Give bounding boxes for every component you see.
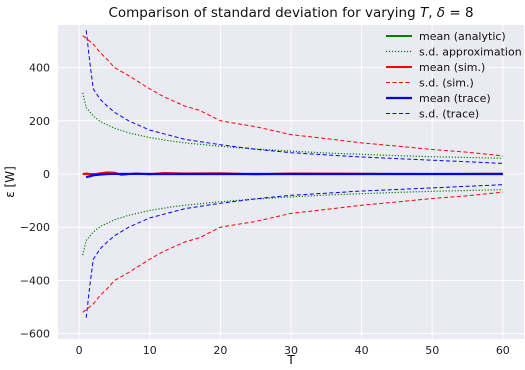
x-tick-label: 40 [355,344,369,357]
mean-trace-line [85,172,503,179]
y-tick-label: 400 [29,62,50,75]
y-tick-label: 0 [43,168,50,181]
legend-label-s-d-approximation: s.d. approximation [419,46,522,59]
y-tick-label: −600 [20,328,50,341]
x-tick-label: 0 [76,344,83,357]
legend: mean (analytic) s.d. approximation mean (s… [386,30,522,121]
y-tick-labels: −600 −400 −200 0 200 400 [20,62,50,341]
legend-label-s-d-trace: s.d. (trace) [419,108,479,121]
y-tick-label: −200 [20,221,50,234]
x-tick-label: 50 [425,344,439,357]
x-tick-label: 10 [143,344,157,357]
chart-title: Comparison of standard deviation for var… [108,5,473,21]
s-d-approximation-lower-line [82,189,503,256]
x-tick-label: 60 [496,344,510,357]
s-d-sim-lower-line [82,191,503,313]
s-d-trace-lower-line [85,184,503,318]
legend-label-mean-sim: mean (sim.) [419,61,485,74]
x-tick-label: 20 [213,344,227,357]
legend-label-mean-trace: mean (trace) [419,92,491,105]
x-tick-label: 30 [284,344,298,357]
s-d-sim-line [82,35,503,157]
s-d-trace-line [85,30,503,164]
legend-label-s-d-sim: s.d. (sim.) [419,77,474,90]
legend-label-mean-analytic: mean (analytic) [419,30,506,43]
y-tick-label: 200 [29,115,50,128]
s-d-approximation-line [82,92,503,159]
x-axis-label: T [286,353,295,367]
y-axis-label: ε [W] [3,166,17,198]
series-layer [82,30,503,318]
x-tick-labels: 0 10 20 30 40 50 60 [76,344,510,357]
y-tick-label: −400 [20,274,50,287]
